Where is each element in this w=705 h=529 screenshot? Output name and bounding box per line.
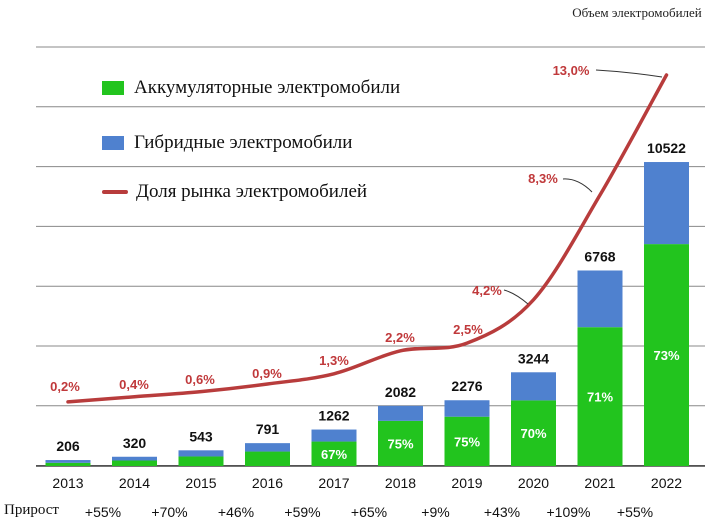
- bar-total-label: 543: [189, 428, 213, 444]
- bar-hybrid: [112, 456, 157, 461]
- bar-battery: [178, 456, 224, 466]
- leader-line: [503, 289, 529, 305]
- growth-label: +55%: [617, 504, 653, 520]
- growth-label: +43%: [484, 504, 520, 520]
- bar-total-label: 2276: [451, 378, 482, 394]
- bar-battery: [45, 462, 91, 466]
- growth-label: +70%: [151, 504, 187, 520]
- bar-total-label: 2082: [385, 384, 416, 400]
- bar-hybrid: [45, 460, 91, 463]
- bar-battery: [644, 244, 689, 466]
- year-label: 2015: [185, 475, 216, 491]
- growth-label: +9%: [421, 504, 449, 520]
- bar-battery: [577, 327, 623, 466]
- growth-row-title: Прирост: [4, 502, 59, 518]
- share-line: [66, 73, 669, 404]
- bar-hybrid: [245, 443, 290, 452]
- share-label: 2,2%: [385, 330, 415, 345]
- bar-hybrid: [511, 372, 556, 401]
- bar-percent-label: 70%: [520, 426, 546, 441]
- leader-line: [562, 178, 593, 193]
- bar-total-label: 791: [256, 421, 280, 437]
- share-label: 2,5%: [453, 322, 483, 337]
- bar-hybrid: [577, 270, 623, 328]
- bar-percent-label: 73%: [653, 348, 679, 363]
- year-label: 2022: [651, 475, 682, 491]
- leader-line: [595, 69, 663, 78]
- bar-hybrid: [378, 405, 423, 421]
- bar-battery: [311, 441, 357, 466]
- year-label: 2020: [518, 475, 549, 491]
- bar-hybrid: [311, 429, 357, 442]
- volume-annotation: Объем электромобилей: [572, 5, 702, 20]
- bar-total-label: 320: [123, 435, 147, 451]
- legend-label-share: Доля рынка электромобилей: [136, 181, 368, 202]
- legend-line-share: [102, 190, 128, 194]
- growth-label: +59%: [284, 504, 320, 520]
- year-label: 2019: [451, 475, 482, 491]
- bar-percent-label: 75%: [387, 436, 413, 451]
- bar-total-label: 206: [56, 438, 80, 454]
- year-label: 2018: [385, 475, 416, 491]
- bar-percent-label: 75%: [454, 434, 480, 449]
- growth-label: +109%: [547, 504, 591, 520]
- legend-item-battery: Аккумуляторные электромобили: [102, 77, 400, 99]
- year-label: 2021: [584, 475, 615, 491]
- legend-item-hybrid: Гибридные электромобили: [102, 132, 352, 154]
- bar-battery: [245, 451, 290, 466]
- bar-battery: [112, 460, 157, 466]
- share-label: 0,9%: [252, 366, 282, 381]
- bar-total-label: 10522: [647, 140, 686, 156]
- bar-hybrid: [178, 450, 224, 457]
- share-label: 8,3%: [528, 171, 558, 186]
- bar-percent-label: 71%: [587, 390, 613, 405]
- year-label: 2013: [52, 475, 83, 491]
- share-label: 4,2%: [472, 283, 502, 298]
- bar-total-label: 1262: [318, 408, 349, 424]
- bar-battery: [444, 416, 490, 466]
- year-label: 2014: [119, 475, 150, 491]
- legend-label-hybrid: Гибридные электромобили: [134, 132, 353, 153]
- bar-percent-label: 67%: [321, 447, 347, 462]
- share-label: 13,0%: [553, 63, 590, 78]
- legend-item-share: Доля рынка электромобилей: [102, 181, 367, 203]
- growth-label: +65%: [351, 504, 387, 520]
- growth-label: +55%: [85, 504, 121, 520]
- bar-total-label: 6768: [584, 248, 615, 264]
- share-label: 0,6%: [185, 372, 215, 387]
- bar-total-label: 3244: [518, 350, 549, 366]
- year-label: 2017: [318, 475, 349, 491]
- bar-hybrid: [444, 400, 490, 417]
- share-label: 0,2%: [50, 379, 80, 394]
- bar-battery: [378, 420, 423, 466]
- year-label: 2016: [252, 475, 283, 491]
- share-label: 1,3%: [319, 353, 349, 368]
- legend-swatch-battery: [102, 81, 124, 95]
- legend-swatch-hybrid: [102, 136, 124, 150]
- bar-battery: [511, 400, 556, 466]
- share-label: 0,4%: [119, 377, 149, 392]
- growth-label: +46%: [218, 504, 254, 520]
- legend-label-battery: Аккумуляторные электромобили: [134, 77, 401, 98]
- bar-hybrid: [644, 162, 689, 245]
